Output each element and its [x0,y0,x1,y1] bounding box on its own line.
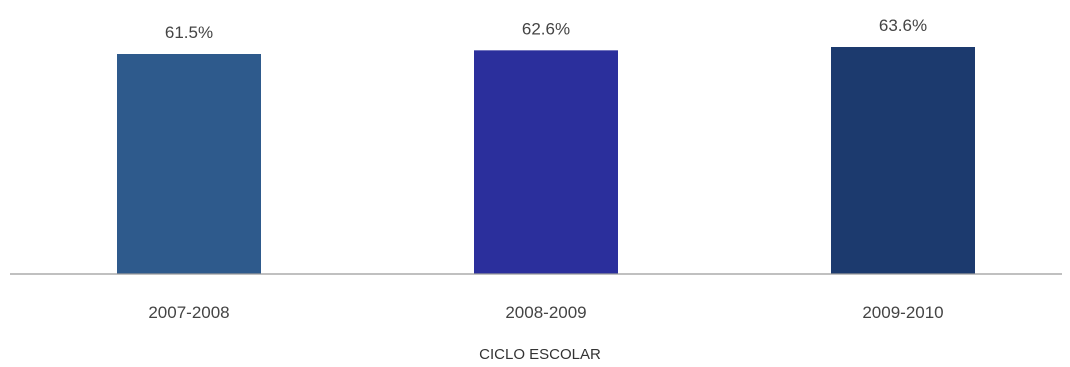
bars-group [117,47,975,274]
data-label-2008-2009: 62.6% [522,19,570,38]
x-axis-title: CICLO ESCOLAR [479,346,601,363]
x-tick-labels-group: 2007-2008 2008-2009 2009-2010 [148,303,943,322]
x-tick-label-2007-2008: 2007-2008 [148,303,229,322]
data-labels-group: 61.5% 62.6% 63.6% [165,16,927,42]
x-tick-label-2009-2010: 2009-2010 [862,303,943,322]
data-label-2007-2008: 61.5% [165,23,213,42]
bar-2008-2009 [474,50,618,274]
bar-2007-2008 [117,54,261,274]
x-tick-label-2008-2009: 2008-2009 [505,303,586,322]
bar-2009-2010 [831,47,975,274]
data-label-2009-2010: 63.6% [879,16,927,35]
